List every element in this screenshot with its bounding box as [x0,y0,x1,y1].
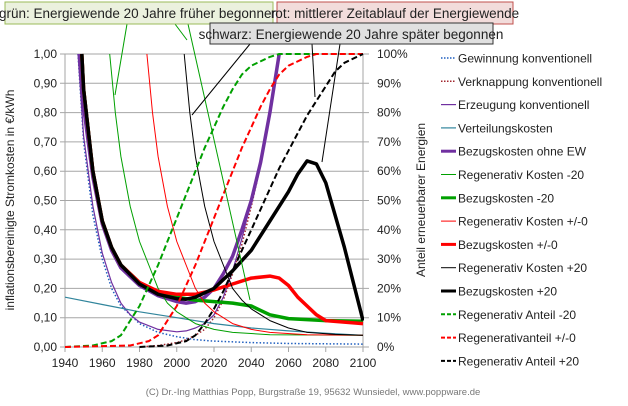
y-tick-label: 0,10 [34,311,58,325]
legend-label: Regenerativ Kosten -20 [458,168,584,182]
legend-label: Regenerativanteil +/-0 [458,331,576,345]
x-tick-label: 2040 [238,356,265,370]
legend-label: Verknappung konventionell [458,75,602,89]
y-tick-label: 0,50 [34,194,58,208]
callout-black-1 [191,43,251,116]
x-tick-label: 2080 [312,356,339,370]
x-tick-label: 2060 [275,356,302,370]
x-tick-label: 2000 [163,356,190,370]
x-axis-labels: 1940 1960 1980 2000 2020 2040 2060 2080 2100 [52,356,377,370]
gridlines [60,53,369,352]
y-tick-label: 0,90 [34,76,58,90]
annotation-black-text: schwarz: Energiewende 20 Jahre später be… [199,27,504,42]
series-line-bezugskosten-ohne-ew [78,53,281,305]
legend-label: Verteilungskosten [458,121,553,135]
callout-green-1 [114,23,128,96]
annotation-green-text: grün: Energiewende 20 Jahre früher begon… [0,6,279,21]
legend-label: Erzeugung konventionell [458,98,589,112]
callout-lines [114,23,341,301]
callout-black-2 [311,43,316,98]
footer-copyright: (C) Dr.-Ing Matthias Popp, Burgstraße 19… [146,387,481,398]
y2-tick-label: 50% [377,194,401,208]
legend: Gewinnung konventionell Verknappung konve… [441,52,602,368]
y2-tick-label: 80% [377,106,401,120]
annotation-green: grün: Energiewende 20 Jahre früher begon… [0,1,279,25]
y2-tick-label: 30% [377,252,401,266]
x-tick-label: 1940 [52,356,79,370]
x-tick-label: 2100 [350,356,377,370]
annotation-red-text: rot: mittlerer Zeitablauf der Energiewen… [271,6,519,21]
legend-label: Bezugskosten +20 [458,285,557,299]
y-tick-label: 0,00 [34,340,58,354]
callout-green-2 [187,23,251,301]
legend-label: Bezugskosten ohne EW [458,145,587,159]
annotation-black-box [209,22,494,45]
series-group [65,53,364,348]
series-line-bezugskosten-0 [80,53,364,326]
legend-label: Bezugskosten -20 [458,191,554,205]
series-line-erzeugung-konventionell [77,53,280,333]
y-tick-label: 0,60 [34,164,58,178]
legend-label: Regenerativ Kosten +/-0 [458,215,588,229]
y-tick-label: 0,30 [34,252,58,266]
legend-label: Bezugskosten +/-0 [458,238,558,252]
y2-tick-label: 40% [377,223,401,237]
y2-tick-label: 100% [377,47,408,61]
series-line-regenerativanteil-0 [65,53,363,348]
series-line-regenerativ-anteil-20 [139,53,364,348]
annotation-green-box [4,1,274,25]
y-axis-title: inflationsbereinigte Stromkosten in €/kW… [3,90,17,311]
series-line-regenerativ-anteil-20 [65,53,363,348]
y2-axis-labels: 0% 10% 20% 30% 40% 50% 60% 70% 80% 90% 100% [377,47,408,354]
y-tick-label: 0,20 [34,281,58,295]
y2-tick-label: 60% [377,164,401,178]
annotation-black: schwarz: Energiewende 20 Jahre später be… [199,22,504,45]
x-tick-label: 1980 [126,356,153,370]
y-tick-label: 0,70 [34,135,58,149]
legend-label: Gewinnung konventionell [458,52,592,66]
y-tick-label: 0,40 [34,223,58,237]
y-tick-label: 1,00 [34,47,58,61]
legend-label: Regenerativ Anteil -20 [458,308,576,322]
y2-tick-label: 0% [377,340,395,354]
callout-black-3 [321,43,341,163]
y2-tick-label: 90% [377,76,401,90]
callout-green-3 [174,23,188,41]
series-line-bezugskosten-20 [80,53,364,322]
y2-tick-label: 70% [377,135,401,149]
legend-label: Regenerativ Anteil +20 [458,354,579,368]
series-line-gewinnung-konventionell [77,53,364,345]
y2-tick-label: 10% [377,311,401,325]
y2-axis-title: Anteil erneuerbarer Energien [414,123,428,277]
annotation-red: rot: mittlerer Zeitablauf der Energiewen… [271,1,519,25]
x-tick-label: 2020 [201,356,228,370]
x-tick-label: 1960 [89,356,116,370]
y-tick-label: 0,80 [34,106,58,120]
legend-label: Regenerativ Kosten +20 [458,261,587,275]
y-axis-labels: 0,00 0,10 0,20 0,30 0,40 0,50 0,60 0,70 0,80 0,90… [34,47,58,354]
y2-tick-label: 20% [377,281,401,295]
